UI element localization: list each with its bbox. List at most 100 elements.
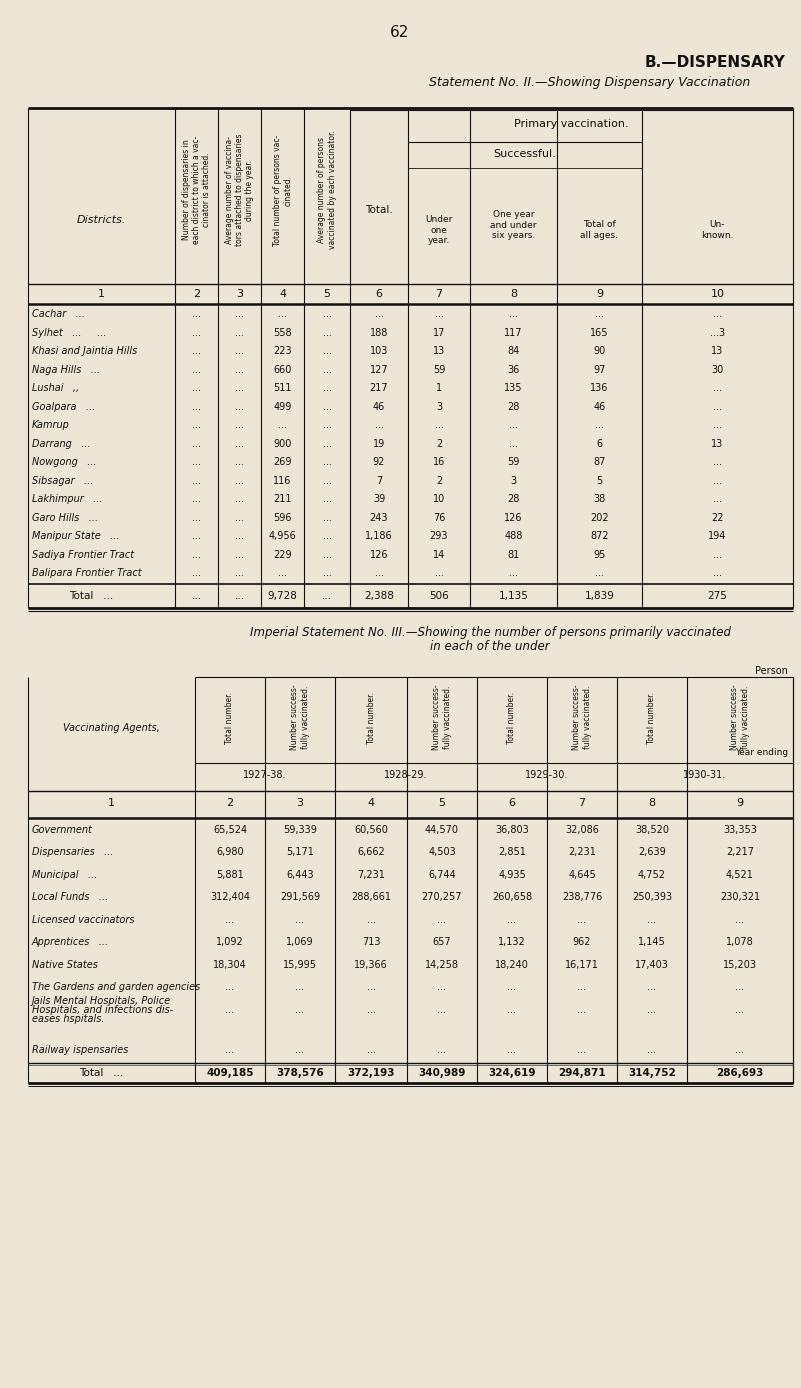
Text: 65,524: 65,524 xyxy=(213,824,247,834)
Text: 4,956: 4,956 xyxy=(268,532,296,541)
Text: ...: ... xyxy=(192,401,201,412)
Text: 5: 5 xyxy=(324,289,331,298)
Text: 18,240: 18,240 xyxy=(495,960,529,970)
Text: ...: ... xyxy=(713,457,722,468)
Text: 1929-30.: 1929-30. xyxy=(525,769,569,780)
Text: ...: ... xyxy=(235,512,244,523)
Text: 127: 127 xyxy=(370,365,388,375)
Text: Total.: Total. xyxy=(365,205,392,215)
Text: ...: ... xyxy=(192,532,201,541)
Text: 16,171: 16,171 xyxy=(565,960,599,970)
Text: 7: 7 xyxy=(376,476,382,486)
Text: 19,366: 19,366 xyxy=(354,960,388,970)
Text: 1,092: 1,092 xyxy=(216,937,244,948)
Text: in each of the under: in each of the under xyxy=(430,640,549,652)
Text: 39: 39 xyxy=(373,494,385,504)
Text: ...: ... xyxy=(367,983,376,992)
Text: 872: 872 xyxy=(590,532,609,541)
Text: ...: ... xyxy=(235,439,244,448)
Text: 76: 76 xyxy=(433,512,445,523)
Text: 6,744: 6,744 xyxy=(428,870,456,880)
Text: ...: ... xyxy=(323,568,332,579)
Text: 211: 211 xyxy=(273,494,292,504)
Text: ...: ... xyxy=(508,1045,517,1055)
Text: ...: ... xyxy=(595,421,604,430)
Text: Total number.: Total number. xyxy=(647,691,657,744)
Text: Average number of vaccina-
tors attached to dispensaries
during the year.: Average number of vaccina- tors attached… xyxy=(224,133,255,246)
Text: Total number of persons vac-
cinated.: Total number of persons vac- cinated. xyxy=(273,135,292,246)
Text: 9: 9 xyxy=(736,798,743,808)
Text: 38,520: 38,520 xyxy=(635,824,669,834)
Text: 7: 7 xyxy=(578,798,586,808)
Text: Lakhimpur   ...: Lakhimpur ... xyxy=(32,494,103,504)
Text: 15,995: 15,995 xyxy=(283,960,317,970)
Text: Total number.: Total number. xyxy=(508,691,517,744)
Text: ...: ... xyxy=(323,383,332,393)
Text: 4: 4 xyxy=(279,289,286,298)
Text: Hospitals, and infections dis-: Hospitals, and infections dis- xyxy=(32,1005,173,1015)
Text: ...: ... xyxy=(322,590,332,601)
Text: 81: 81 xyxy=(507,550,520,559)
Text: 2: 2 xyxy=(436,439,442,448)
Text: 900: 900 xyxy=(273,439,292,448)
Text: ...: ... xyxy=(235,494,244,504)
Text: 1,145: 1,145 xyxy=(638,937,666,948)
Text: Under
one
year.: Under one year. xyxy=(425,215,453,244)
Text: 1930-31.: 1930-31. xyxy=(683,769,727,780)
Text: 499: 499 xyxy=(273,401,292,412)
Text: ...: ... xyxy=(713,310,722,319)
Text: 2: 2 xyxy=(436,476,442,486)
Text: ...: ... xyxy=(192,346,201,357)
Text: Statement No. II.—Showing Dispensary Vaccination: Statement No. II.—Showing Dispensary Vac… xyxy=(429,75,751,89)
Text: 13: 13 xyxy=(711,439,723,448)
Text: 97: 97 xyxy=(594,365,606,375)
Text: ...: ... xyxy=(235,383,244,393)
Text: ...: ... xyxy=(323,365,332,375)
Text: ...: ... xyxy=(296,1005,304,1015)
Text: 18,304: 18,304 xyxy=(213,960,247,970)
Text: ...: ... xyxy=(437,983,446,992)
Text: 90: 90 xyxy=(594,346,606,357)
Text: ...: ... xyxy=(323,401,332,412)
Text: 250,393: 250,393 xyxy=(632,892,672,902)
Text: 9,728: 9,728 xyxy=(268,590,297,601)
Text: ...: ... xyxy=(375,421,384,430)
Text: ...: ... xyxy=(323,421,332,430)
Text: 6: 6 xyxy=(597,439,602,448)
Text: 126: 126 xyxy=(370,550,388,559)
Text: 293: 293 xyxy=(430,532,449,541)
Text: 1,069: 1,069 xyxy=(286,937,314,948)
Text: Total   ...: Total ... xyxy=(79,1067,123,1077)
Text: ...: ... xyxy=(192,328,201,337)
Text: 4: 4 xyxy=(368,798,375,808)
Text: ...: ... xyxy=(509,568,518,579)
Text: 1,186: 1,186 xyxy=(365,532,392,541)
Text: ...: ... xyxy=(296,983,304,992)
Text: ...: ... xyxy=(226,983,235,992)
Text: ...: ... xyxy=(235,421,244,430)
Text: ...: ... xyxy=(713,568,722,579)
Text: 324,619: 324,619 xyxy=(489,1067,536,1077)
Text: ...: ... xyxy=(191,590,202,601)
Text: ...: ... xyxy=(226,1045,235,1055)
Text: ...: ... xyxy=(713,550,722,559)
Text: 1927-38.: 1927-38. xyxy=(244,769,287,780)
Text: ...: ... xyxy=(735,983,744,992)
Text: Nowgong   ...: Nowgong ... xyxy=(32,457,97,468)
Text: 30: 30 xyxy=(711,365,723,375)
Text: 92: 92 xyxy=(372,457,385,468)
Text: ...: ... xyxy=(323,310,332,319)
Text: 1: 1 xyxy=(436,383,442,393)
Text: 340,989: 340,989 xyxy=(418,1067,465,1077)
Text: ...: ... xyxy=(434,310,444,319)
Text: Naga Hills   ...: Naga Hills ... xyxy=(32,365,100,375)
Text: 4,752: 4,752 xyxy=(638,870,666,880)
Text: 3: 3 xyxy=(436,401,442,412)
Text: ...: ... xyxy=(323,532,332,541)
Text: 223: 223 xyxy=(273,346,292,357)
Text: 116: 116 xyxy=(273,476,292,486)
Text: Primary vaccination.: Primary vaccination. xyxy=(514,119,629,129)
Text: Total   ...: Total ... xyxy=(70,590,114,601)
Text: ...: ... xyxy=(192,439,201,448)
Text: 511: 511 xyxy=(273,383,292,393)
